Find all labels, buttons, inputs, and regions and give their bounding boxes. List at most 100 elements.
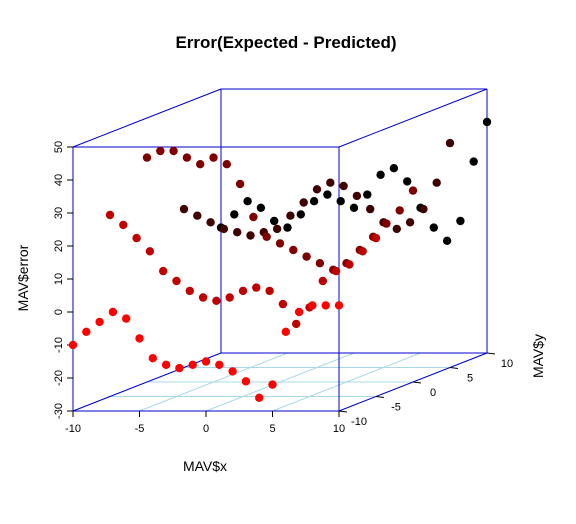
data-point: [321, 301, 330, 310]
data-point: [308, 301, 317, 310]
data-point: [241, 377, 251, 386]
data-point: [243, 197, 252, 206]
data-point: [469, 157, 478, 166]
data-point: [268, 380, 277, 389]
data-point: [326, 178, 335, 187]
data-point: [188, 360, 197, 369]
z-tick-label: 0: [53, 309, 65, 315]
data-point: [442, 236, 452, 245]
data-point: [456, 216, 465, 226]
data-point: [392, 224, 401, 234]
data-point: [336, 197, 345, 206]
data-point: [206, 218, 215, 227]
data-point: [222, 160, 231, 169]
data-point: [135, 334, 144, 343]
box-edge: [338, 88, 488, 148]
data-point: [296, 210, 305, 219]
data-point: [315, 259, 325, 268]
data-point: [403, 177, 412, 186]
data-point: [193, 211, 202, 220]
data-point: [233, 228, 242, 237]
y-tick: [375, 396, 385, 398]
data-point: [278, 299, 288, 309]
data-point: [209, 153, 218, 162]
data-point: [289, 245, 298, 255]
data-point: [371, 233, 381, 243]
data-point: [270, 216, 279, 226]
data-point: [105, 210, 115, 220]
data-point: [262, 232, 271, 241]
data-point: [294, 307, 304, 317]
data-point: [376, 170, 385, 179]
z-tick-label: 20: [53, 240, 65, 252]
data-point: [212, 296, 221, 305]
data-point: [246, 231, 255, 240]
z-tick-label: 50: [53, 141, 65, 153]
data-point: [238, 286, 248, 296]
z-tick-label: 40: [53, 174, 65, 186]
z-tick-label: -10: [53, 337, 65, 353]
data-point: [382, 219, 391, 228]
z-axis-label: MAV$error: [15, 244, 31, 311]
z-tick-label: 10: [53, 273, 65, 285]
x-tick-label: 10: [333, 423, 345, 435]
data-point: [331, 266, 341, 276]
data-point: [275, 239, 285, 248]
data-point: [395, 206, 404, 215]
z-tick-label: 30: [53, 207, 65, 219]
data-point: [252, 283, 261, 292]
data-point: [95, 317, 104, 327]
data-point: [119, 220, 128, 230]
data-point: [429, 223, 438, 232]
y-tick: [486, 352, 496, 355]
data-point: [309, 197, 319, 206]
data-point: [363, 190, 372, 199]
data-point: [358, 247, 367, 256]
floor-grid: [72, 352, 488, 412]
data-point: [281, 327, 290, 336]
axis-ticks: -10 -5 0 5 10 -10 -5 0 5 10 -30 -20 -10 0 10 20 30 40 50: [53, 141, 513, 435]
data-point: [122, 314, 131, 323]
data-point: [349, 203, 359, 212]
data-point: [172, 276, 181, 286]
y-axis-label: MAV$y: [530, 334, 546, 378]
data-point: [215, 360, 224, 369]
z-tick-label: -20: [53, 370, 65, 386]
data-point: [432, 178, 441, 187]
data-point: [272, 224, 282, 234]
data-point: [68, 340, 78, 350]
y-tick-label: -10: [351, 416, 367, 428]
data-point: [145, 247, 155, 256]
data-point: [249, 212, 258, 222]
data-point: [408, 186, 418, 195]
data-point: [132, 233, 141, 243]
x-tick-label: -5: [135, 423, 145, 435]
y-tick-label: -5: [391, 402, 401, 414]
data-point: [182, 153, 192, 162]
data-point: [419, 204, 428, 214]
data-point: [82, 327, 91, 336]
data-point: [175, 363, 184, 373]
data-point: [445, 138, 455, 148]
data-point: [230, 210, 239, 219]
data-point: [169, 146, 178, 156]
data-point: [352, 191, 362, 201]
data-point: [323, 190, 332, 199]
data-point: [302, 252, 311, 261]
data-point: [345, 260, 354, 269]
data-point: [482, 117, 492, 127]
box-edge: [72, 352, 222, 412]
data-point: [292, 319, 301, 329]
data-point: [198, 293, 208, 302]
data-point: [225, 293, 234, 302]
y-tick-label: 5: [467, 373, 473, 385]
data-point: [161, 360, 171, 369]
data-point: [255, 393, 264, 402]
data-point: [283, 223, 292, 232]
data-point: [265, 286, 274, 296]
box-edge: [72, 88, 222, 148]
data-point: [219, 224, 229, 234]
data-point: [286, 211, 295, 220]
data-point: [256, 203, 266, 212]
